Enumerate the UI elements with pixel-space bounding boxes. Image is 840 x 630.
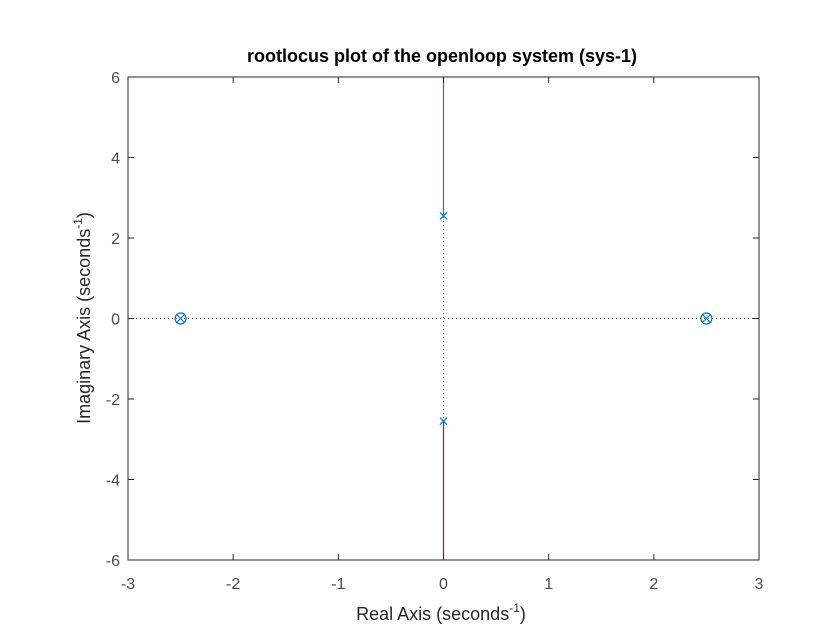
x-tick-label: -2 <box>226 576 240 593</box>
x-axis-label-exponent: -1 <box>509 601 520 615</box>
x-axis-label-text: Real Axis (seconds <box>356 604 509 624</box>
x-tick-label: -3 <box>121 576 135 593</box>
x-tick-label: 1 <box>544 576 553 593</box>
y-axis-label: Imaginary Axis (seconds-1) <box>71 212 94 424</box>
plot-area: -3 -2 -1 0 1 2 3 -6 -4 -2 0 2 4 6 <box>106 70 764 593</box>
y-tick-label: -6 <box>106 553 120 570</box>
y-axis-label-close: ) <box>74 212 94 218</box>
x-axis-label: Real Axis (seconds-1) <box>356 601 526 624</box>
pole-marker-1 <box>439 211 448 220</box>
x-axis-label-close: ) <box>520 604 526 624</box>
y-tick-label: -4 <box>106 473 120 490</box>
chart-title: rootlocus plot of the openloop system (s… <box>247 46 637 66</box>
y-tick-label: 0 <box>111 312 120 329</box>
y-tick-label: 6 <box>111 70 120 87</box>
x-tick-label: 0 <box>439 576 448 593</box>
x-tick-label: 3 <box>755 576 764 593</box>
zero-cross-1 <box>176 314 185 323</box>
y-tick-label: 2 <box>111 231 120 248</box>
y-axis-label-text: Imaginary Axis (seconds <box>74 229 94 424</box>
y-axis-label-exponent: -1 <box>71 218 85 229</box>
zero-cross-2 <box>702 314 711 323</box>
zero-marker-1 <box>174 312 187 325</box>
y-tick-label: 4 <box>111 151 120 168</box>
pole-marker-2 <box>439 417 448 426</box>
x-tick-label: -1 <box>331 576 345 593</box>
zero-marker-2 <box>700 312 713 325</box>
x-tick-label: 2 <box>649 576 658 593</box>
y-tick-label: -2 <box>106 392 120 409</box>
